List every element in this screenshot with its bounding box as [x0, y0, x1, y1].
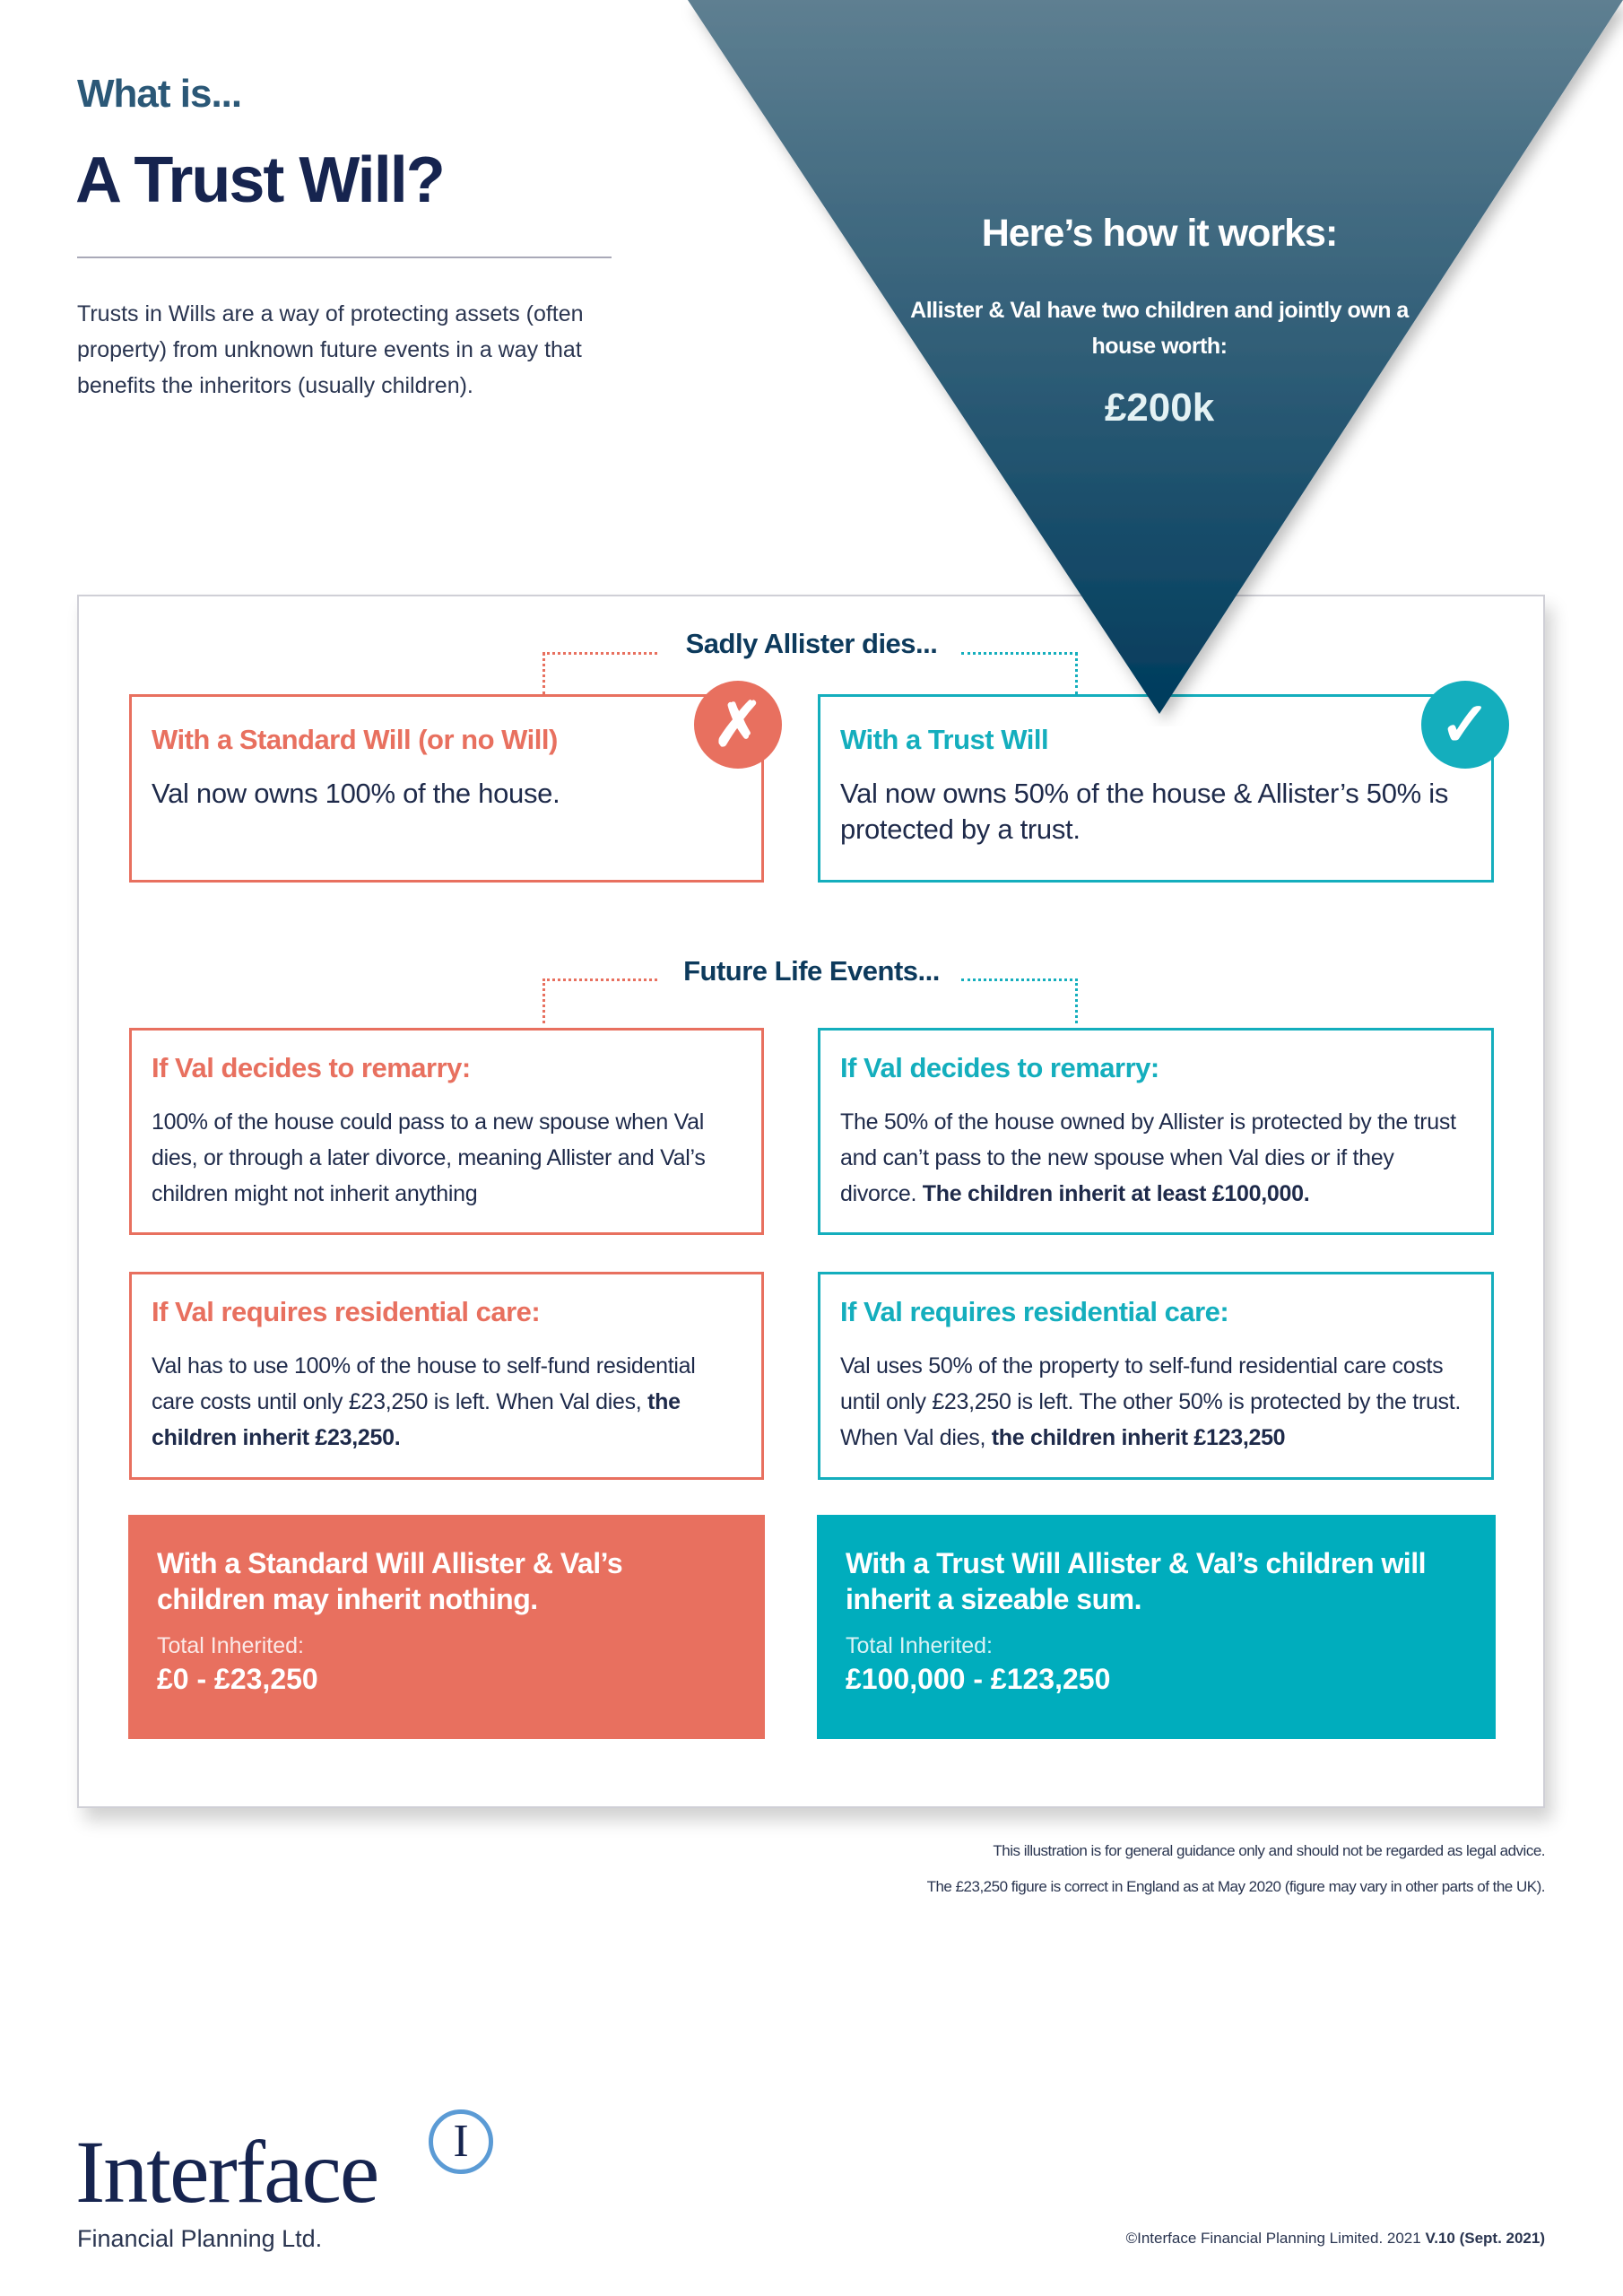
- summary-text: With a Trust Will Allister & Val’s child…: [846, 1547, 1426, 1615]
- standard-care-card: If Val requires residential care: Val ha…: [129, 1272, 764, 1480]
- page-title: A Trust Will?: [75, 144, 446, 216]
- intro-text: Trusts in Wills are a way of protecting …: [77, 301, 584, 398]
- event-heading-death: Sadly Allister dies...: [685, 628, 938, 659]
- body-text: Val has to use 100% of the house to self…: [152, 1353, 696, 1414]
- copyright: ©Interface Financial Planning Limited. 2…: [1126, 2230, 1545, 2248]
- total-value: £0 - £23,250: [157, 1663, 318, 1695]
- trust-will-card: With a Trust Will Val now owns 50% of th…: [818, 694, 1494, 883]
- card-title: With a Standard Will (or no Will): [152, 724, 558, 755]
- body-text: Val uses 50% of the property to self-fun…: [840, 1353, 1462, 1450]
- event-heading-future: Future Life Events...: [683, 955, 940, 987]
- logo-subtitle: Financial Planning Ltd.: [77, 2225, 323, 2252]
- standard-will-card: With a Standard Will (or no Will) Val no…: [129, 694, 764, 883]
- version: V.10 (Sept. 2021): [1425, 2230, 1545, 2247]
- trust-summary: With a Trust Will Allister & Val’s child…: [817, 1515, 1496, 1739]
- connector-right: [961, 978, 1078, 1023]
- card-body: Val has to use 100% of the house to self…: [152, 1348, 742, 1456]
- scenario-description: Allister & Val have two children and joi…: [910, 298, 1409, 359]
- card-body: Val now owns 100% of the house.: [152, 778, 560, 809]
- card-title: With a Trust Will: [840, 724, 1049, 755]
- total-label: Total Inherited:: [157, 1633, 304, 1658]
- total-value: £100,000 - £123,250: [846, 1663, 1111, 1695]
- cross-icon: ✗: [694, 681, 782, 769]
- divider: [77, 257, 612, 258]
- kicker: What is...: [77, 72, 242, 116]
- card-body: 100% of the house could pass to a new sp…: [152, 1109, 706, 1206]
- standard-summary: With a Standard Will Allister & Val’s ch…: [128, 1515, 765, 1739]
- copyright-text: ©Interface Financial Planning Limited. 2…: [1125, 2230, 1426, 2247]
- disclaimer: This illustration is for general guidanc…: [993, 1842, 1545, 1859]
- total-label: Total Inherited:: [846, 1633, 993, 1658]
- figure-note: The £23,250 figure is correct in England…: [926, 1878, 1546, 1895]
- house-value: £200k: [1104, 386, 1215, 430]
- connector-left: [542, 652, 657, 695]
- body-bold: the children inherit £23,250.: [152, 1389, 681, 1450]
- body-bold: the children inherit £123,250: [991, 1425, 1286, 1450]
- card-body: Val now owns 50% of the house & Allister…: [840, 778, 1449, 845]
- logo-mark: I: [429, 2109, 493, 2174]
- connector-left: [542, 978, 657, 1023]
- card-title: If Val requires residential care:: [152, 1296, 541, 1327]
- card-title: If Val requires residential care:: [840, 1296, 1229, 1327]
- card-body: The 50% of the house owned by Allister i…: [840, 1104, 1471, 1212]
- summary-text: With a Standard Will Allister & Val’s ch…: [157, 1547, 623, 1615]
- card-body: Val uses 50% of the property to self-fun…: [840, 1348, 1471, 1456]
- trust-care-card: If Val requires residential care: Val us…: [818, 1272, 1494, 1480]
- body-bold: The children inherit at least £100,000.: [922, 1181, 1310, 1206]
- check-icon: ✓: [1421, 681, 1509, 769]
- body-text: The 50% of the house owned by Allister i…: [840, 1109, 1456, 1206]
- how-it-works-heading: Here’s how it works:: [981, 212, 1339, 255]
- logo-wordmark: Interface: [75, 2122, 379, 2222]
- standard-remarry-card: If Val decides to remarry: 100% of the h…: [129, 1028, 764, 1235]
- card-title: If Val decides to remarry:: [152, 1052, 471, 1083]
- connector-right: [961, 652, 1078, 695]
- card-title: If Val decides to remarry:: [840, 1052, 1159, 1083]
- trust-remarry-card: If Val decides to remarry: The 50% of th…: [818, 1028, 1494, 1235]
